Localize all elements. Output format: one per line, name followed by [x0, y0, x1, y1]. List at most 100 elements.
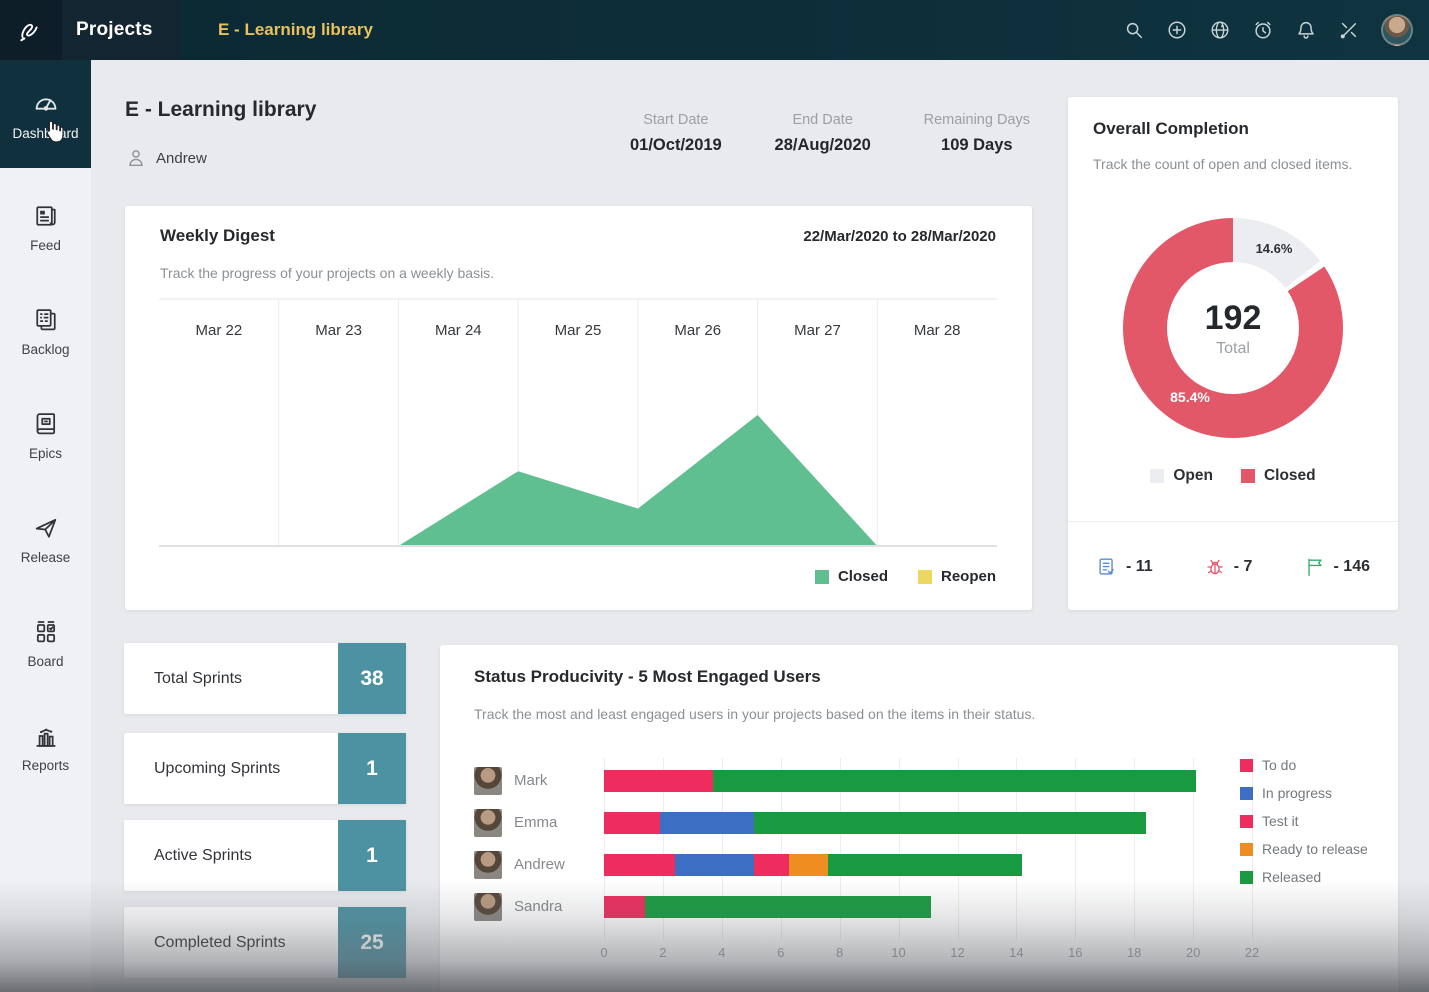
sidebar-item-board[interactable]: Board: [0, 592, 91, 696]
book-icon: [32, 410, 60, 438]
sidebar-item-dashboard[interactable]: Dashboard: [0, 60, 91, 168]
add-icon[interactable]: [1166, 19, 1188, 41]
day-label: Mar 22: [159, 322, 279, 339]
gauge-icon: [31, 88, 61, 118]
sprint-card-label: Total Sprints: [154, 643, 242, 714]
legend-item-reopen[interactable]: Reopen: [918, 568, 996, 585]
legend-item-closed[interactable]: Closed: [815, 568, 888, 585]
stat-label: Start Date: [630, 112, 722, 128]
stacked-bar: [604, 812, 1146, 834]
weekly-digest-card: Weekly Digest 22/Mar/2020 to 28/Mar/2020…: [125, 206, 1032, 610]
legend-label: Closed: [1264, 467, 1316, 485]
avatar: [474, 809, 502, 837]
legend-item-ready-to-release[interactable]: Ready to release: [1240, 841, 1368, 857]
bar-segment-released: [828, 854, 1022, 876]
bar-segment-ready-to-release: [789, 854, 827, 876]
reopen-swatch: [918, 570, 932, 584]
legend-item-test-it[interactable]: Test it: [1240, 813, 1368, 829]
bar-segment-in-progress: [660, 812, 754, 834]
app-header: Projects: [0, 0, 180, 60]
user-row-sandra: Sandra: [440, 893, 1398, 921]
sidebar-items: Feed Backlog Epics Release Board Reports: [0, 176, 91, 800]
total-sprints-card[interactable]: Total Sprints 38: [124, 643, 406, 714]
todo-swatch: [1240, 759, 1253, 772]
in-progress-swatch: [1240, 787, 1253, 800]
sidebar-item-label: Feed: [30, 238, 61, 253]
project-owner: Andrew: [125, 147, 207, 169]
flag-count: - 146: [1334, 558, 1370, 576]
user-name: Andrew: [514, 851, 600, 879]
x-axis-tick-label: 22: [1245, 945, 1259, 960]
legend-label: Released: [1262, 869, 1321, 885]
task-counter[interactable]: - 11: [1096, 556, 1153, 578]
app-title: Projects: [76, 19, 153, 41]
flag-icon: [1304, 556, 1326, 578]
legend-item-open[interactable]: Open: [1150, 467, 1213, 485]
sidebar-item-label: Backlog: [21, 342, 69, 357]
project-title-breadcrumb[interactable]: E - Learning library: [218, 0, 373, 60]
day-label: Mar 26: [638, 322, 758, 339]
x-axis-tick-label: 18: [1127, 945, 1141, 960]
avatar: [474, 893, 502, 921]
stat-start-date: Start Date 01/Oct/2019: [630, 112, 722, 155]
weekly-digest-date-range: 22/Mar/2020 to 28/Mar/2020: [803, 228, 996, 245]
sidebar-item-label: Epics: [29, 446, 62, 461]
status-legend: To do In progress Test it Ready to relea…: [1240, 757, 1368, 885]
legend-item-in-progress[interactable]: In progress: [1240, 785, 1368, 801]
user-name: Emma: [514, 809, 600, 837]
day-label: Mar 27: [758, 322, 878, 339]
upcoming-sprints-card[interactable]: Upcoming Sprints 1: [124, 733, 406, 804]
bug-icon: [1204, 556, 1226, 578]
sidebar-item-release[interactable]: Release: [0, 488, 91, 592]
weekly-digest-area-chart: Mar 22 Mar 23 Mar 24 Mar 25 Mar 26 Mar 2…: [159, 298, 997, 547]
x-axis-tick-label: 20: [1186, 945, 1200, 960]
sidebar-item-reports[interactable]: Reports: [0, 696, 91, 800]
legend-item-closed[interactable]: Closed: [1241, 467, 1316, 485]
sidebar-item-epics[interactable]: Epics: [0, 384, 91, 488]
app-logo[interactable]: [0, 0, 62, 60]
total-count: 192: [1205, 299, 1262, 338]
tools-icon[interactable]: [1338, 19, 1360, 41]
timer-icon[interactable]: [1252, 19, 1274, 41]
bug-count: - 7: [1234, 558, 1253, 576]
task-count: - 11: [1126, 558, 1153, 576]
x-axis-tick-label: 4: [718, 945, 725, 960]
search-icon[interactable]: [1123, 19, 1145, 41]
overall-completion-subtitle: Track the count of open and closed items…: [1093, 154, 1353, 175]
legend-item-released[interactable]: Released: [1240, 869, 1368, 885]
x-axis-tick-label: 16: [1068, 945, 1082, 960]
bar-segment-to-do: [604, 770, 713, 792]
day-label: Mar 28: [877, 322, 997, 339]
stat-value: 28/Aug/2020: [775, 136, 871, 155]
newspaper-icon: [32, 202, 60, 230]
legend-label: Test it: [1262, 813, 1299, 829]
day-label: Mar 25: [518, 322, 638, 339]
completion-legend: Open Closed: [1068, 467, 1398, 485]
sidebar-item-label: Board: [27, 654, 63, 669]
sprint-card-value: 38: [338, 643, 406, 714]
legend-item-todo[interactable]: To do: [1240, 757, 1368, 773]
legend-label: Ready to release: [1262, 841, 1368, 857]
bug-counter[interactable]: - 7: [1204, 556, 1253, 578]
flag-counter[interactable]: - 146: [1304, 556, 1370, 578]
user-avatar[interactable]: [1381, 14, 1413, 46]
completed-sprints-card[interactable]: Completed Sprints 25: [124, 907, 406, 978]
stat-label: Remaining Days: [924, 112, 1030, 128]
legend-label: Reopen: [941, 568, 996, 585]
sidebar-item-feed[interactable]: Feed: [0, 176, 91, 280]
legend-label: To do: [1262, 757, 1296, 773]
x-axis-tick-label: 0: [600, 945, 607, 960]
notifications-icon[interactable]: [1295, 19, 1317, 41]
stacked-bar: [604, 896, 931, 918]
stat-label: End Date: [775, 112, 871, 128]
sidebar-item-label: Release: [21, 550, 71, 565]
sprint-card-value: 1: [338, 820, 406, 891]
avatar: [474, 767, 502, 795]
legend-label: In progress: [1262, 785, 1332, 801]
status-productivity-card: Status Producivity - 5 Most Engaged User…: [440, 645, 1398, 992]
globe-icon[interactable]: [1209, 19, 1231, 41]
active-sprints-card[interactable]: Active Sprints 1: [124, 820, 406, 891]
x-axis-tick-label: 2: [659, 945, 666, 960]
sidebar-item-backlog[interactable]: Backlog: [0, 280, 91, 384]
overall-completion-title: Overall Completion: [1093, 119, 1249, 139]
